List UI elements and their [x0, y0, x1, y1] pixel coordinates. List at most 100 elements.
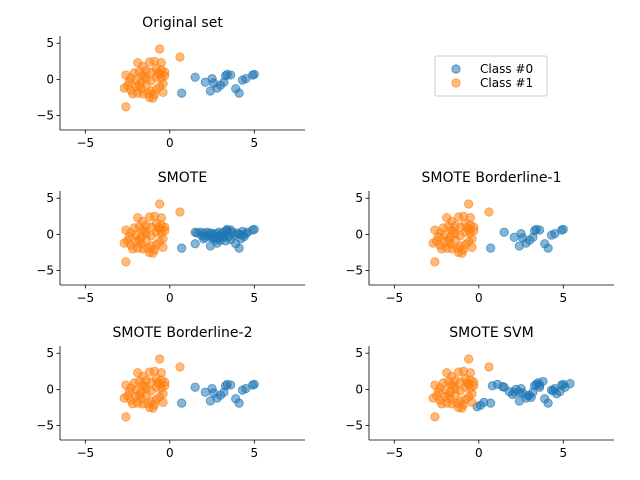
class0-point	[528, 232, 538, 242]
class0-point	[535, 225, 545, 235]
class0-point	[207, 74, 217, 84]
class1-point	[467, 389, 477, 399]
x-tick-label: −5	[385, 446, 403, 460]
class1-point	[155, 224, 165, 234]
class0-point	[177, 398, 187, 408]
class1-point	[139, 381, 150, 392]
class1-point	[464, 199, 474, 209]
subplot-4: SMOTE Borderline-2 5 0 −5 −5 0 5	[36, 325, 305, 460]
class0-point	[207, 384, 217, 394]
class1-point	[139, 71, 150, 82]
class1-point	[148, 93, 158, 103]
class1-point	[134, 390, 145, 400]
x-tick-label: −5	[385, 291, 403, 305]
class1-point	[437, 244, 447, 254]
class1-point	[155, 69, 165, 79]
class1-point	[448, 226, 459, 237]
class1-point	[175, 362, 185, 372]
class0-point	[516, 229, 526, 239]
class0-point	[479, 397, 489, 407]
subplot-2: SMOTE 5 0 −5 −5 0 5	[36, 170, 305, 305]
class1-point	[457, 403, 467, 413]
class0-point	[177, 243, 187, 253]
class1-point	[158, 242, 168, 252]
class0-point	[219, 77, 229, 87]
x-tick-label: −5	[76, 291, 94, 305]
class0-point	[177, 88, 187, 98]
legend-marker	[451, 64, 461, 74]
class1-point	[134, 80, 145, 90]
legend-label: Class #1	[480, 76, 533, 90]
y-tick-label: 5	[46, 191, 54, 205]
y-tick-label: 0	[46, 227, 54, 241]
class0-point	[234, 243, 244, 253]
x-tick-label: 0	[166, 136, 174, 150]
class0-point	[226, 70, 236, 80]
class0-point	[499, 227, 509, 237]
class1-point	[467, 397, 477, 407]
class1-point	[467, 242, 477, 252]
class0-point	[543, 398, 553, 408]
class1-point	[128, 244, 138, 254]
legend-frame	[434, 55, 548, 97]
subplot-5: SMOTE SVM 5 0 −5 −5 0 5	[345, 325, 614, 460]
class1-point	[430, 257, 440, 267]
class0-point	[197, 231, 207, 241]
x-tick-label: 0	[166, 291, 174, 305]
class0-point	[565, 378, 575, 389]
class1-point	[148, 248, 158, 258]
x-tick-label: −5	[76, 446, 94, 460]
class1-point	[155, 354, 165, 364]
x-tick-label: 5	[250, 446, 258, 460]
class1-point	[128, 399, 138, 409]
class0-point	[558, 224, 568, 234]
class0-point	[190, 239, 200, 249]
class0-point	[535, 382, 545, 392]
subplot-1: Original set 5 0 −5 −5 0 5	[36, 15, 305, 150]
y-tick-label: 0	[355, 227, 363, 241]
class1-point	[155, 199, 165, 209]
y-tick-label: −5	[36, 264, 54, 278]
class1-point	[155, 379, 165, 389]
class1-point	[158, 397, 168, 407]
x-tick-label: 5	[250, 291, 258, 305]
class1-point	[443, 390, 454, 400]
class0-point	[190, 382, 200, 392]
class1-point	[148, 403, 158, 413]
class1-point	[122, 391, 133, 401]
class0-point	[226, 380, 236, 390]
class1-point	[134, 235, 145, 245]
x-tick-label: 5	[559, 446, 567, 460]
class0-point	[249, 69, 259, 79]
subplot-title: SMOTE Borderline-2	[113, 325, 253, 341]
class0-point	[207, 233, 217, 243]
y-tick-label: 0	[355, 382, 363, 396]
legend-label: Class #0	[480, 62, 533, 76]
legend-marker	[451, 78, 461, 88]
class0-point	[234, 398, 244, 408]
class1-point	[121, 412, 131, 422]
class1-point	[464, 379, 474, 389]
class1-point	[122, 81, 133, 91]
class1-point	[464, 354, 474, 364]
y-tick-label: 0	[46, 72, 54, 86]
class1-point	[139, 226, 150, 237]
class1-point	[484, 362, 494, 372]
class1-point	[121, 257, 131, 267]
class1-point	[158, 87, 168, 98]
x-tick-label: 0	[475, 291, 483, 305]
subplot-title: Original set	[142, 15, 223, 31]
class1-point	[128, 89, 138, 99]
class1-point	[467, 234, 477, 244]
class1-point	[457, 248, 467, 258]
class0-point	[190, 72, 200, 82]
y-tick-label: −5	[36, 419, 54, 433]
class0-point	[543, 243, 553, 253]
class1-point	[175, 52, 185, 62]
y-tick-label: −5	[36, 109, 54, 123]
class0-point	[526, 392, 536, 402]
class1-point	[158, 234, 168, 244]
class1-point	[175, 207, 185, 217]
class0-point	[215, 230, 226, 240]
